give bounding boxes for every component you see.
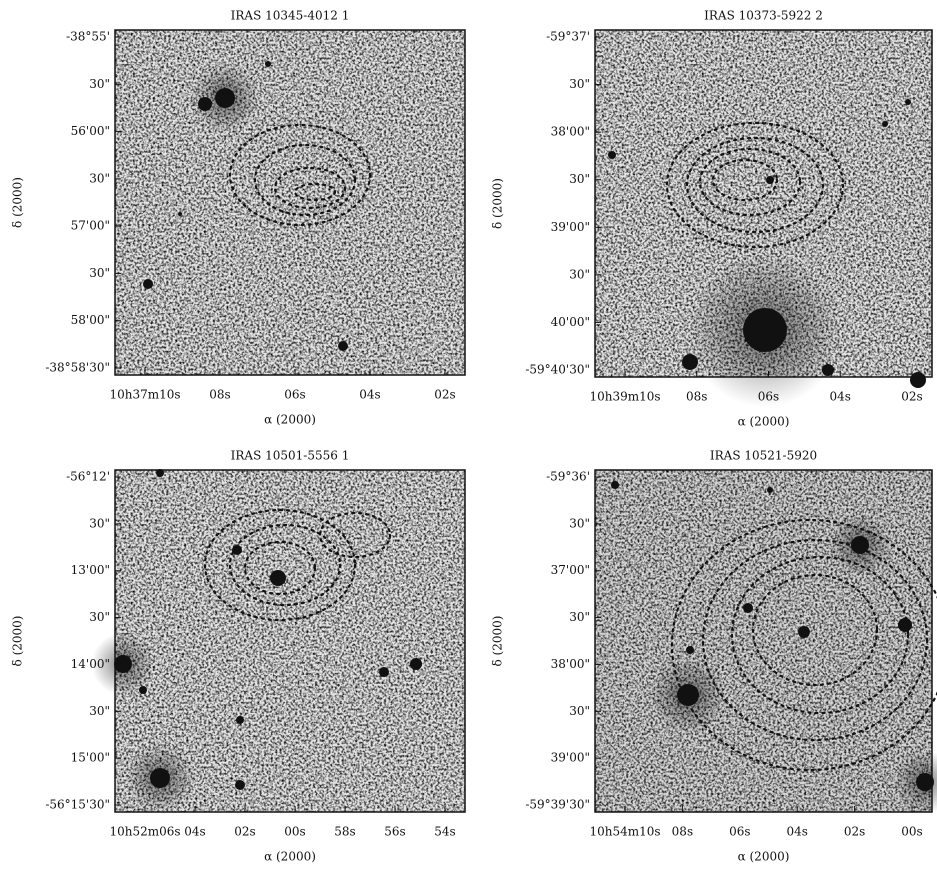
star <box>905 99 911 105</box>
x-tick-label: 58s <box>334 825 355 839</box>
y-axis-label: δ (2000) <box>11 616 25 667</box>
x-tick-label: 08s <box>209 388 230 402</box>
y-tick-label: -56°12' <box>66 470 110 484</box>
y-tick-label: 30" <box>569 704 590 718</box>
image-noise <box>115 30 465 375</box>
panel-title: IRAS 10501-5556 1 <box>231 449 350 463</box>
y-tick-label: 30" <box>89 610 110 624</box>
y-tick-label: 30" <box>89 704 110 718</box>
image-noise <box>595 470 932 812</box>
x-tick-label: 56s <box>384 825 405 839</box>
x-tick-label: 54s <box>434 825 455 839</box>
star <box>611 481 619 489</box>
x-tick-label: 04s <box>830 390 851 404</box>
x-axis-label: α (2000) <box>738 850 790 864</box>
star <box>898 618 912 632</box>
y-tick-label: 15'00" <box>71 751 110 765</box>
y-tick-label: -38°55' <box>66 30 110 44</box>
x-axis-label: α (2000) <box>738 415 790 429</box>
x-tick-label: 04s <box>786 825 807 839</box>
y-tick-label: 38'00" <box>551 657 590 671</box>
star <box>338 341 348 351</box>
x-tick-label: 00s <box>901 825 922 839</box>
x-tick-label: 02s <box>844 825 865 839</box>
y-tick-label: 30" <box>89 516 110 530</box>
y-tick-label: -59°36' <box>546 470 590 484</box>
star <box>215 88 235 108</box>
y-axis-label: δ (2000) <box>11 177 25 228</box>
x-tick-label: 06s <box>284 388 305 402</box>
star <box>743 308 787 352</box>
y-tick-label: 13'00" <box>71 563 110 577</box>
y-tick-label: 58'00" <box>71 313 110 327</box>
x-tick-label: 10h52m06s <box>109 825 180 839</box>
star <box>139 686 147 694</box>
x-tick-label: 04s <box>184 825 205 839</box>
y-tick-label: 39'00" <box>551 751 590 765</box>
star <box>150 768 170 788</box>
y-tick-label: -38°58'30" <box>45 361 110 375</box>
star <box>608 151 616 159</box>
x-axis-label: α (2000) <box>264 850 316 864</box>
star <box>686 646 694 654</box>
y-tick-label: -59°37' <box>546 30 590 44</box>
x-tick-label: 08s <box>686 390 707 404</box>
panel-title: IRAS 10521-5920 <box>710 449 817 463</box>
y-tick-label: 30" <box>569 172 590 186</box>
star <box>766 176 774 184</box>
x-tick-label: 02s <box>234 825 255 839</box>
x-tick-label: 02s <box>901 390 922 404</box>
star <box>410 658 422 670</box>
y-tick-label: -59°40'30" <box>525 363 590 377</box>
x-tick-label: 08s <box>672 825 693 839</box>
y-tick-label: 30" <box>569 77 590 91</box>
y-tick-label: 14'00" <box>71 657 110 671</box>
star <box>743 603 753 613</box>
panel-title: IRAS 10373-5922 2 <box>704 9 823 23</box>
y-tick-label: 30" <box>569 610 590 624</box>
star <box>143 279 153 289</box>
star <box>822 364 834 376</box>
star <box>198 97 212 111</box>
x-tick-label: 02s <box>434 388 455 402</box>
x-tick-label: 10h54m10s <box>589 825 660 839</box>
x-axis-label: α (2000) <box>264 413 316 427</box>
x-tick-label: 06s <box>758 390 779 404</box>
y-axis-label: δ (2000) <box>491 178 505 229</box>
star <box>178 212 182 216</box>
star <box>798 626 810 638</box>
star <box>236 716 244 724</box>
star <box>682 354 698 370</box>
y-tick-label: 30" <box>89 171 110 185</box>
y-tick-label: 39'00" <box>551 220 590 234</box>
x-tick-label: 04s <box>359 388 380 402</box>
x-tick-label: 10h37m10s <box>109 388 180 402</box>
star <box>265 61 271 67</box>
star <box>767 487 773 493</box>
y-tick-label: 56'00" <box>71 124 110 138</box>
y-tick-label: 37'00" <box>551 563 590 577</box>
y-tick-label: 57'00" <box>71 219 110 233</box>
x-tick-label: 00s <box>284 825 305 839</box>
x-tick-label: 06s <box>729 825 750 839</box>
y-tick-label: 38'00" <box>551 125 590 139</box>
star <box>270 570 286 586</box>
y-tick-label: -59°39'30" <box>525 798 590 812</box>
y-tick-label: 30" <box>89 77 110 91</box>
y-tick-label: 40'00" <box>551 315 590 329</box>
panel-title: IRAS 10345-4012 1 <box>231 9 350 23</box>
y-tick-label: -56°15'30" <box>45 798 110 812</box>
y-tick-label: 30" <box>569 267 590 281</box>
star <box>882 121 888 127</box>
star <box>379 667 389 677</box>
y-tick-label: 30" <box>569 516 590 530</box>
x-tick-label: 10h39m10s <box>589 390 660 404</box>
y-axis-label: δ (2000) <box>491 616 505 667</box>
y-tick-label: 30" <box>89 266 110 280</box>
star <box>235 780 245 790</box>
